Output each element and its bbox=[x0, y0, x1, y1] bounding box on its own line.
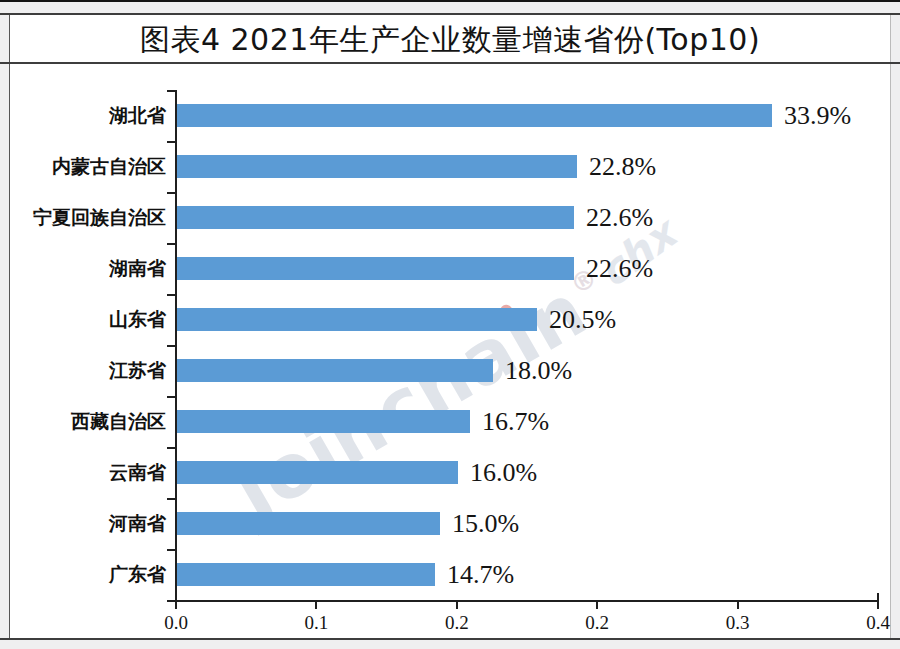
bar bbox=[177, 104, 772, 127]
x-axis-line bbox=[171, 600, 879, 602]
category-label: 江苏省 bbox=[10, 359, 166, 382]
y-axis-tick bbox=[167, 243, 175, 245]
value-label: 18.0% bbox=[505, 357, 572, 384]
y-axis-tick bbox=[167, 192, 175, 194]
x-axis-tick bbox=[596, 602, 598, 609]
bar bbox=[177, 410, 470, 433]
bar bbox=[177, 563, 435, 586]
category-label: 山东省 bbox=[10, 308, 166, 331]
value-label: 20.5% bbox=[549, 306, 616, 333]
x-axis-tick bbox=[175, 602, 177, 609]
chart-page: 图表4 2021年生产企业数量增速省份(Top10) Joinchain ® c… bbox=[0, 0, 900, 649]
value-label: 33.9% bbox=[784, 102, 851, 129]
category-label: 湖北省 bbox=[10, 104, 166, 127]
x-axis-tick bbox=[877, 602, 879, 609]
y-axis-tick bbox=[167, 447, 175, 449]
page-top-border bbox=[0, 0, 900, 2]
value-label: 22.6% bbox=[586, 204, 653, 231]
bar bbox=[177, 257, 574, 280]
value-label: 22.8% bbox=[589, 153, 656, 180]
x-axis-tick bbox=[315, 602, 317, 609]
y-axis-tick bbox=[167, 498, 175, 500]
x-tick-label: 0.2 bbox=[427, 612, 487, 634]
value-label: 16.7% bbox=[482, 408, 549, 435]
frame-line-bottom bbox=[0, 638, 900, 640]
category-label: 湖南省 bbox=[10, 257, 166, 280]
x-tick-label: 0.4 bbox=[848, 612, 900, 634]
x-axis-end-tick bbox=[877, 593, 879, 600]
x-axis-tick bbox=[737, 602, 739, 609]
y-axis-line bbox=[175, 90, 177, 600]
bar bbox=[177, 308, 537, 331]
value-label: 22.6% bbox=[586, 255, 653, 282]
bar bbox=[177, 512, 440, 535]
category-label: 河南省 bbox=[10, 512, 166, 535]
category-label: 广东省 bbox=[10, 563, 166, 586]
bar bbox=[177, 155, 577, 178]
x-tick-label: 0.0 bbox=[146, 612, 206, 634]
y-axis-tick bbox=[167, 396, 175, 398]
x-tick-label: 0.1 bbox=[286, 612, 346, 634]
x-tick-label: 0.2 bbox=[567, 612, 627, 634]
category-label: 宁夏回族自治区 bbox=[10, 206, 166, 229]
y-axis-tick bbox=[167, 549, 175, 551]
frame-line-under-title bbox=[0, 62, 900, 64]
category-label: 云南省 bbox=[10, 461, 166, 484]
value-label: 14.7% bbox=[447, 561, 514, 588]
frame-line-top bbox=[0, 13, 900, 15]
bar bbox=[177, 206, 574, 229]
bar bbox=[177, 461, 458, 484]
chart-title: 图表4 2021年生产企业数量增速省份(Top10) bbox=[0, 20, 900, 61]
y-axis-tick bbox=[167, 294, 175, 296]
y-axis-tick bbox=[167, 90, 175, 92]
category-label: 内蒙古自治区 bbox=[10, 155, 166, 178]
x-axis-tick bbox=[456, 602, 458, 609]
value-label: 15.0% bbox=[452, 510, 519, 537]
y-axis-tick bbox=[167, 600, 175, 602]
value-label: 16.0% bbox=[470, 459, 537, 486]
y-axis-tick bbox=[167, 345, 175, 347]
category-label: 西藏自治区 bbox=[10, 410, 166, 433]
y-axis-tick bbox=[167, 141, 175, 143]
x-tick-label: 0.3 bbox=[708, 612, 768, 634]
bar bbox=[177, 359, 493, 382]
